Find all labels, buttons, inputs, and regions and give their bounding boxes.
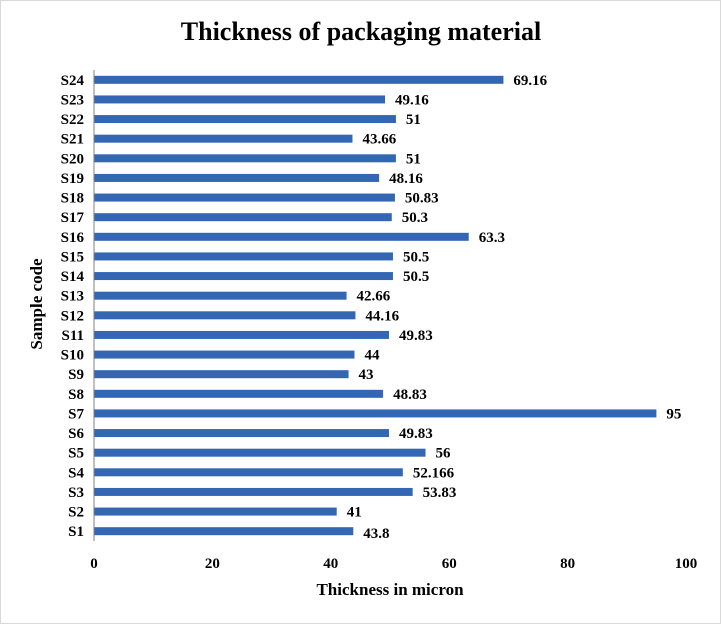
data-label-s11: 49.83 — [399, 328, 433, 344]
data-label-s20: 51 — [406, 151, 421, 167]
bar-s20 — [94, 154, 396, 163]
category-label-s6: S6 — [68, 426, 84, 442]
x-tick-label: 100 — [675, 556, 698, 572]
data-label-s17: 50.3 — [402, 210, 428, 226]
bars-group — [94, 75, 657, 536]
category-label-s23: S23 — [61, 92, 84, 108]
x-axis-label: Thickness in micron — [316, 580, 464, 599]
bar-s16 — [94, 232, 469, 241]
bar-s14 — [94, 272, 393, 281]
bar-s1 — [94, 527, 354, 536]
x-tick-label: 80 — [560, 556, 575, 572]
data-label-s7: 95 — [666, 406, 681, 422]
data-label-s3: 53.83 — [423, 485, 457, 501]
category-label-s24: S24 — [61, 73, 85, 89]
data-label-s9: 43 — [359, 367, 374, 383]
category-label-s18: S18 — [61, 191, 84, 207]
data-label-s4: 52.166 — [413, 465, 455, 481]
data-label-s1: 43.8 — [363, 526, 389, 542]
data-label-s13: 42.66 — [357, 289, 391, 305]
data-label-s16: 63.3 — [479, 230, 505, 246]
bar-s6 — [94, 429, 389, 438]
category-label-s20: S20 — [61, 151, 84, 167]
x-tick-label: 20 — [205, 556, 220, 572]
category-label-s14: S14 — [61, 269, 85, 285]
bar-s2 — [94, 507, 337, 516]
bar-s9 — [94, 370, 349, 379]
bar-s7 — [94, 409, 657, 418]
bar-s18 — [94, 193, 395, 202]
bar-s3 — [94, 487, 413, 496]
category-label-s5: S5 — [68, 446, 84, 462]
chart-title: Thickness of packaging material — [181, 17, 541, 46]
data-labels-group: 43.84153.8352.1665649.839548.83434449.83… — [347, 73, 682, 542]
category-label-s12: S12 — [61, 308, 84, 324]
x-tick-label: 0 — [90, 556, 98, 572]
bar-s13 — [94, 291, 347, 300]
data-label-s6: 49.83 — [399, 426, 433, 442]
category-label-s8: S8 — [68, 387, 84, 403]
category-label-s2: S2 — [68, 505, 84, 521]
data-label-s5: 56 — [436, 446, 452, 462]
bar-s5 — [94, 448, 426, 457]
data-label-s8: 48.83 — [393, 387, 427, 403]
bar-s17 — [94, 213, 392, 222]
category-label-s10: S10 — [61, 348, 84, 364]
category-label-s3: S3 — [68, 485, 84, 501]
x-tick-label: 40 — [323, 556, 338, 572]
category-label-s9: S9 — [68, 367, 84, 383]
category-label-s15: S15 — [61, 249, 84, 265]
data-label-s24: 69.16 — [513, 73, 547, 89]
category-labels-group: S1 S2 S3 S4 S5 S6 S7 S8 S9 S10 S11 S12 S13 S14 S15 S16 S… — [61, 73, 85, 540]
bar-s12 — [94, 311, 356, 320]
data-label-s14: 50.5 — [403, 269, 429, 285]
category-label-s19: S19 — [61, 171, 84, 187]
data-label-s19: 48.16 — [389, 171, 423, 187]
bar-s4 — [94, 468, 403, 477]
data-label-s15: 50.5 — [403, 249, 429, 265]
data-label-s23: 49.16 — [395, 92, 429, 108]
category-label-s1: S1 — [68, 524, 84, 540]
category-label-s16: S16 — [61, 230, 85, 246]
data-label-s2: 41 — [347, 505, 362, 521]
x-tick-label: 60 — [442, 556, 457, 572]
bar-s22 — [94, 115, 396, 124]
x-ticks-group: 0 20 40 60 80 100 — [90, 556, 697, 572]
data-label-s12: 44.16 — [365, 308, 399, 324]
y-axis-label: Sample code — [27, 258, 46, 350]
category-label-s4: S4 — [68, 465, 84, 481]
category-label-s13: S13 — [61, 289, 84, 305]
category-label-s17: S17 — [61, 210, 85, 226]
bar-s23 — [94, 95, 386, 104]
bar-s24 — [94, 75, 504, 84]
bar-s15 — [94, 252, 393, 261]
category-label-s7: S7 — [68, 406, 84, 422]
category-label-s22: S22 — [61, 112, 84, 128]
data-label-s10: 44 — [364, 348, 380, 364]
bar-s10 — [94, 350, 355, 359]
category-label-s11: S11 — [61, 328, 84, 344]
bar-s11 — [94, 330, 389, 339]
category-label-s21: S21 — [61, 132, 84, 148]
data-label-s22: 51 — [406, 112, 421, 128]
bar-s8 — [94, 389, 384, 398]
bar-s19 — [94, 173, 380, 182]
data-label-s21: 43.66 — [362, 132, 396, 148]
data-label-s18: 50.83 — [405, 191, 439, 207]
bar-s21 — [94, 134, 353, 143]
